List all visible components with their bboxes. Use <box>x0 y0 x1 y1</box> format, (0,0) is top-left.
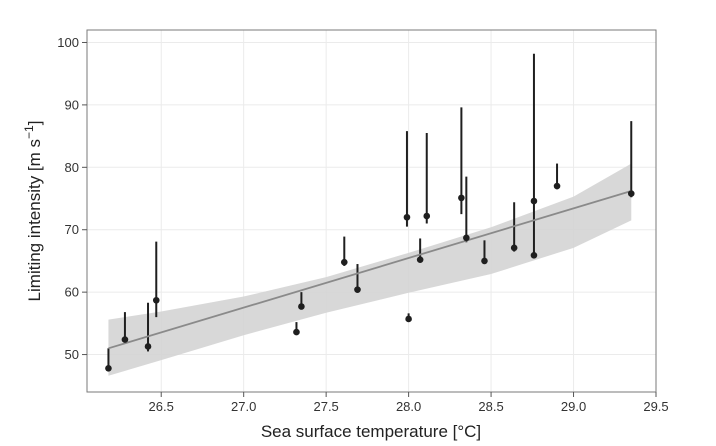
x-tick-label-3: 28.0 <box>396 399 421 414</box>
data-point-9 <box>405 315 412 323</box>
data-point-7 <box>354 286 361 293</box>
data-point-17 <box>530 252 538 259</box>
y-axis: 50 60 70 80 90 100 <box>57 35 87 362</box>
fit-line-group <box>108 190 632 350</box>
data-point-0 <box>105 364 112 372</box>
y-tick-label-1: 60 <box>65 285 79 300</box>
data-point-14 <box>481 257 488 265</box>
y-axis-title-end: ] <box>25 121 44 126</box>
data-point-3 <box>152 296 160 304</box>
x-axis-title: Sea surface temperature [°C] <box>261 422 481 441</box>
x-tick-label-6: 29.5 <box>643 399 668 414</box>
data-point-19 <box>627 190 635 197</box>
x-tick-label-0: 26.5 <box>149 399 174 414</box>
x-tick-label-1: 27.0 <box>231 399 256 414</box>
data-point-16 <box>530 197 538 205</box>
y-tick-label-3: 80 <box>65 160 79 175</box>
y-tick-label-5: 100 <box>57 35 79 50</box>
x-tick-label-5: 29.0 <box>561 399 586 414</box>
data-point-10 <box>416 256 424 263</box>
data-point-12 <box>458 194 465 202</box>
data-point-18 <box>553 182 561 190</box>
data-point-5 <box>298 303 305 310</box>
fit-line <box>108 190 632 350</box>
y-tick-label-2: 70 <box>65 222 79 237</box>
data-point-6 <box>340 258 348 266</box>
y-tick-label-4: 90 <box>65 97 79 112</box>
data-point-13 <box>463 234 470 242</box>
x-tick-label-4: 28.5 <box>478 399 503 414</box>
x-axis: 26.5 27.0 27.5 28.0 28.5 29.0 29.5 <box>149 392 669 414</box>
y-axis-title: Limiting intensity [m s−1] <box>22 121 44 302</box>
plot-border <box>86 29 657 393</box>
data-point-11 <box>423 212 431 220</box>
y-axis-title-main: Limiting intensity [m s <box>25 139 44 302</box>
data-point-1 <box>121 336 129 343</box>
data-point-4 <box>293 328 300 336</box>
data-points <box>105 182 635 372</box>
data-point-15 <box>510 244 518 252</box>
x-tick-label-2: 27.5 <box>313 399 338 414</box>
data-point-2 <box>144 343 152 350</box>
data-point-8 <box>403 213 411 221</box>
y-axis-title-superscript: −1 <box>22 125 36 139</box>
y-tick-label-0: 50 <box>65 347 79 362</box>
